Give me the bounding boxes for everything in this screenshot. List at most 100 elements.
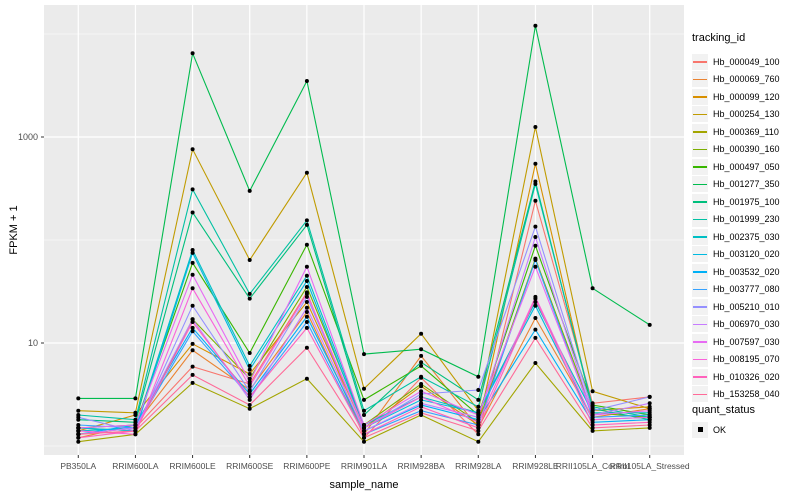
x-tick-label: RRIM600PE [283,461,331,471]
data-point [76,396,81,401]
quant-legend-entries: OK [692,421,726,439]
legend-item-label: Hb_000497_050 [713,161,780,172]
data-point [419,353,424,358]
data-point [362,435,366,440]
data-point [190,325,195,330]
legend-key-line-icon [692,246,708,263]
data-point [76,435,81,440]
data-point [362,386,366,391]
data-point [247,397,252,402]
data-point [247,379,252,384]
data-point [419,382,424,386]
data-point [76,425,81,430]
x-axis-title: sample_name [329,479,399,491]
legend-key-line-icon [692,158,708,175]
data-point [647,408,652,413]
legend-item-Hb_008195_070: Hb_008195_070 [692,351,780,369]
data-point [647,425,652,430]
data-point [190,286,195,291]
data-point [419,401,424,406]
legend-item-label: Hb_006970_030 [713,319,780,330]
data-point [304,345,309,350]
data-point [362,439,366,444]
legend-item-label: Hb_000049_100 [713,56,780,67]
legend-item-Hb_010326_020: Hb_010326_020 [692,368,780,386]
data-point [190,248,195,252]
data-point [590,389,595,394]
data-point [419,394,424,399]
data-point [304,294,309,299]
x-tick-label: PB350LA [60,461,96,471]
y-axis-title: FPKM + 1 [8,205,20,255]
legend-item-Hb_000254_130: Hb_000254_130 [692,106,780,124]
legend-key-line-icon [692,386,708,403]
x-tick-label: RRII105LA_Control [556,461,630,471]
data-point [647,423,652,427]
data-point [190,348,195,353]
legend-item-Hb_001975_100: Hb_001975_100 [692,193,780,211]
legend-item-label: Hb_001999_230 [713,214,780,225]
legend-item-Hb_000049_100: Hb_000049_100 [692,53,780,71]
legend-key-line-icon [692,228,708,245]
data-point [133,423,138,427]
legend-item-Hb_000390_160: Hb_000390_160 [692,141,780,159]
data-point [133,432,138,437]
data-point [590,408,595,413]
data-point [419,363,424,368]
data-point [247,363,252,368]
legend-item-label: Hb_153258_040 [713,389,780,400]
data-point [190,187,195,192]
data-point [133,410,138,415]
data-point [133,396,138,401]
data-point [304,170,309,175]
data-point [533,264,538,269]
data-point [190,380,195,385]
x-tick-label: RRIM600LA [112,461,159,471]
data-point [533,182,538,186]
data-point [190,147,195,152]
data-point [476,397,481,402]
legend-key-line-icon [692,211,708,228]
legend-item-label: Hb_002375_030 [713,231,780,242]
legend-item-label: Hb_000369_110 [713,126,779,137]
data-point [247,372,252,376]
data-point [362,432,366,437]
data-point [247,376,252,381]
data-point [476,439,481,444]
legend-item-label: Hb_000254_130 [713,109,780,120]
data-point [190,210,195,215]
data-point [647,415,652,420]
data-point [533,235,538,239]
legend-item-label: Hb_003532_020 [713,266,780,277]
data-point [133,425,138,430]
legend-item-Hb_000069_760: Hb_000069_760 [692,71,780,89]
data-point [533,125,538,129]
legend-key-line-icon [692,281,708,298]
data-point [419,410,424,415]
legend-item-Hb_001277_350: Hb_001277_350 [692,176,780,194]
legend-key-line-icon [692,176,708,193]
data-point [419,347,424,352]
x-tick-label: RRIM600SE [226,461,274,471]
data-point [190,329,195,334]
data-point [362,413,366,417]
legend-item-label: Hb_000099_120 [713,91,780,102]
data-point [533,224,538,229]
legend-item-Hb_003120_020: Hb_003120_020 [692,246,780,264]
data-point [476,404,481,409]
legend: tracking_id Hb_000049_100 Hb_000069_760 Hb… [692,0,800,500]
legend-item-Hb_006970_030: Hb_006970_030 [692,316,780,334]
data-point [533,23,538,28]
legend-item-Hb_005210_010: Hb_005210_010 [692,298,780,316]
legend-item-Hb_002375_030: Hb_002375_030 [692,228,780,246]
data-point [304,264,309,269]
data-point [247,394,252,399]
legend-item-label: Hb_003120_020 [713,249,780,260]
data-point [362,428,366,433]
data-point [133,428,138,433]
data-point [362,425,366,430]
legend-key-line-icon [692,193,708,210]
legend-item-label: Hb_001277_350 [713,179,780,190]
data-point [362,397,366,402]
